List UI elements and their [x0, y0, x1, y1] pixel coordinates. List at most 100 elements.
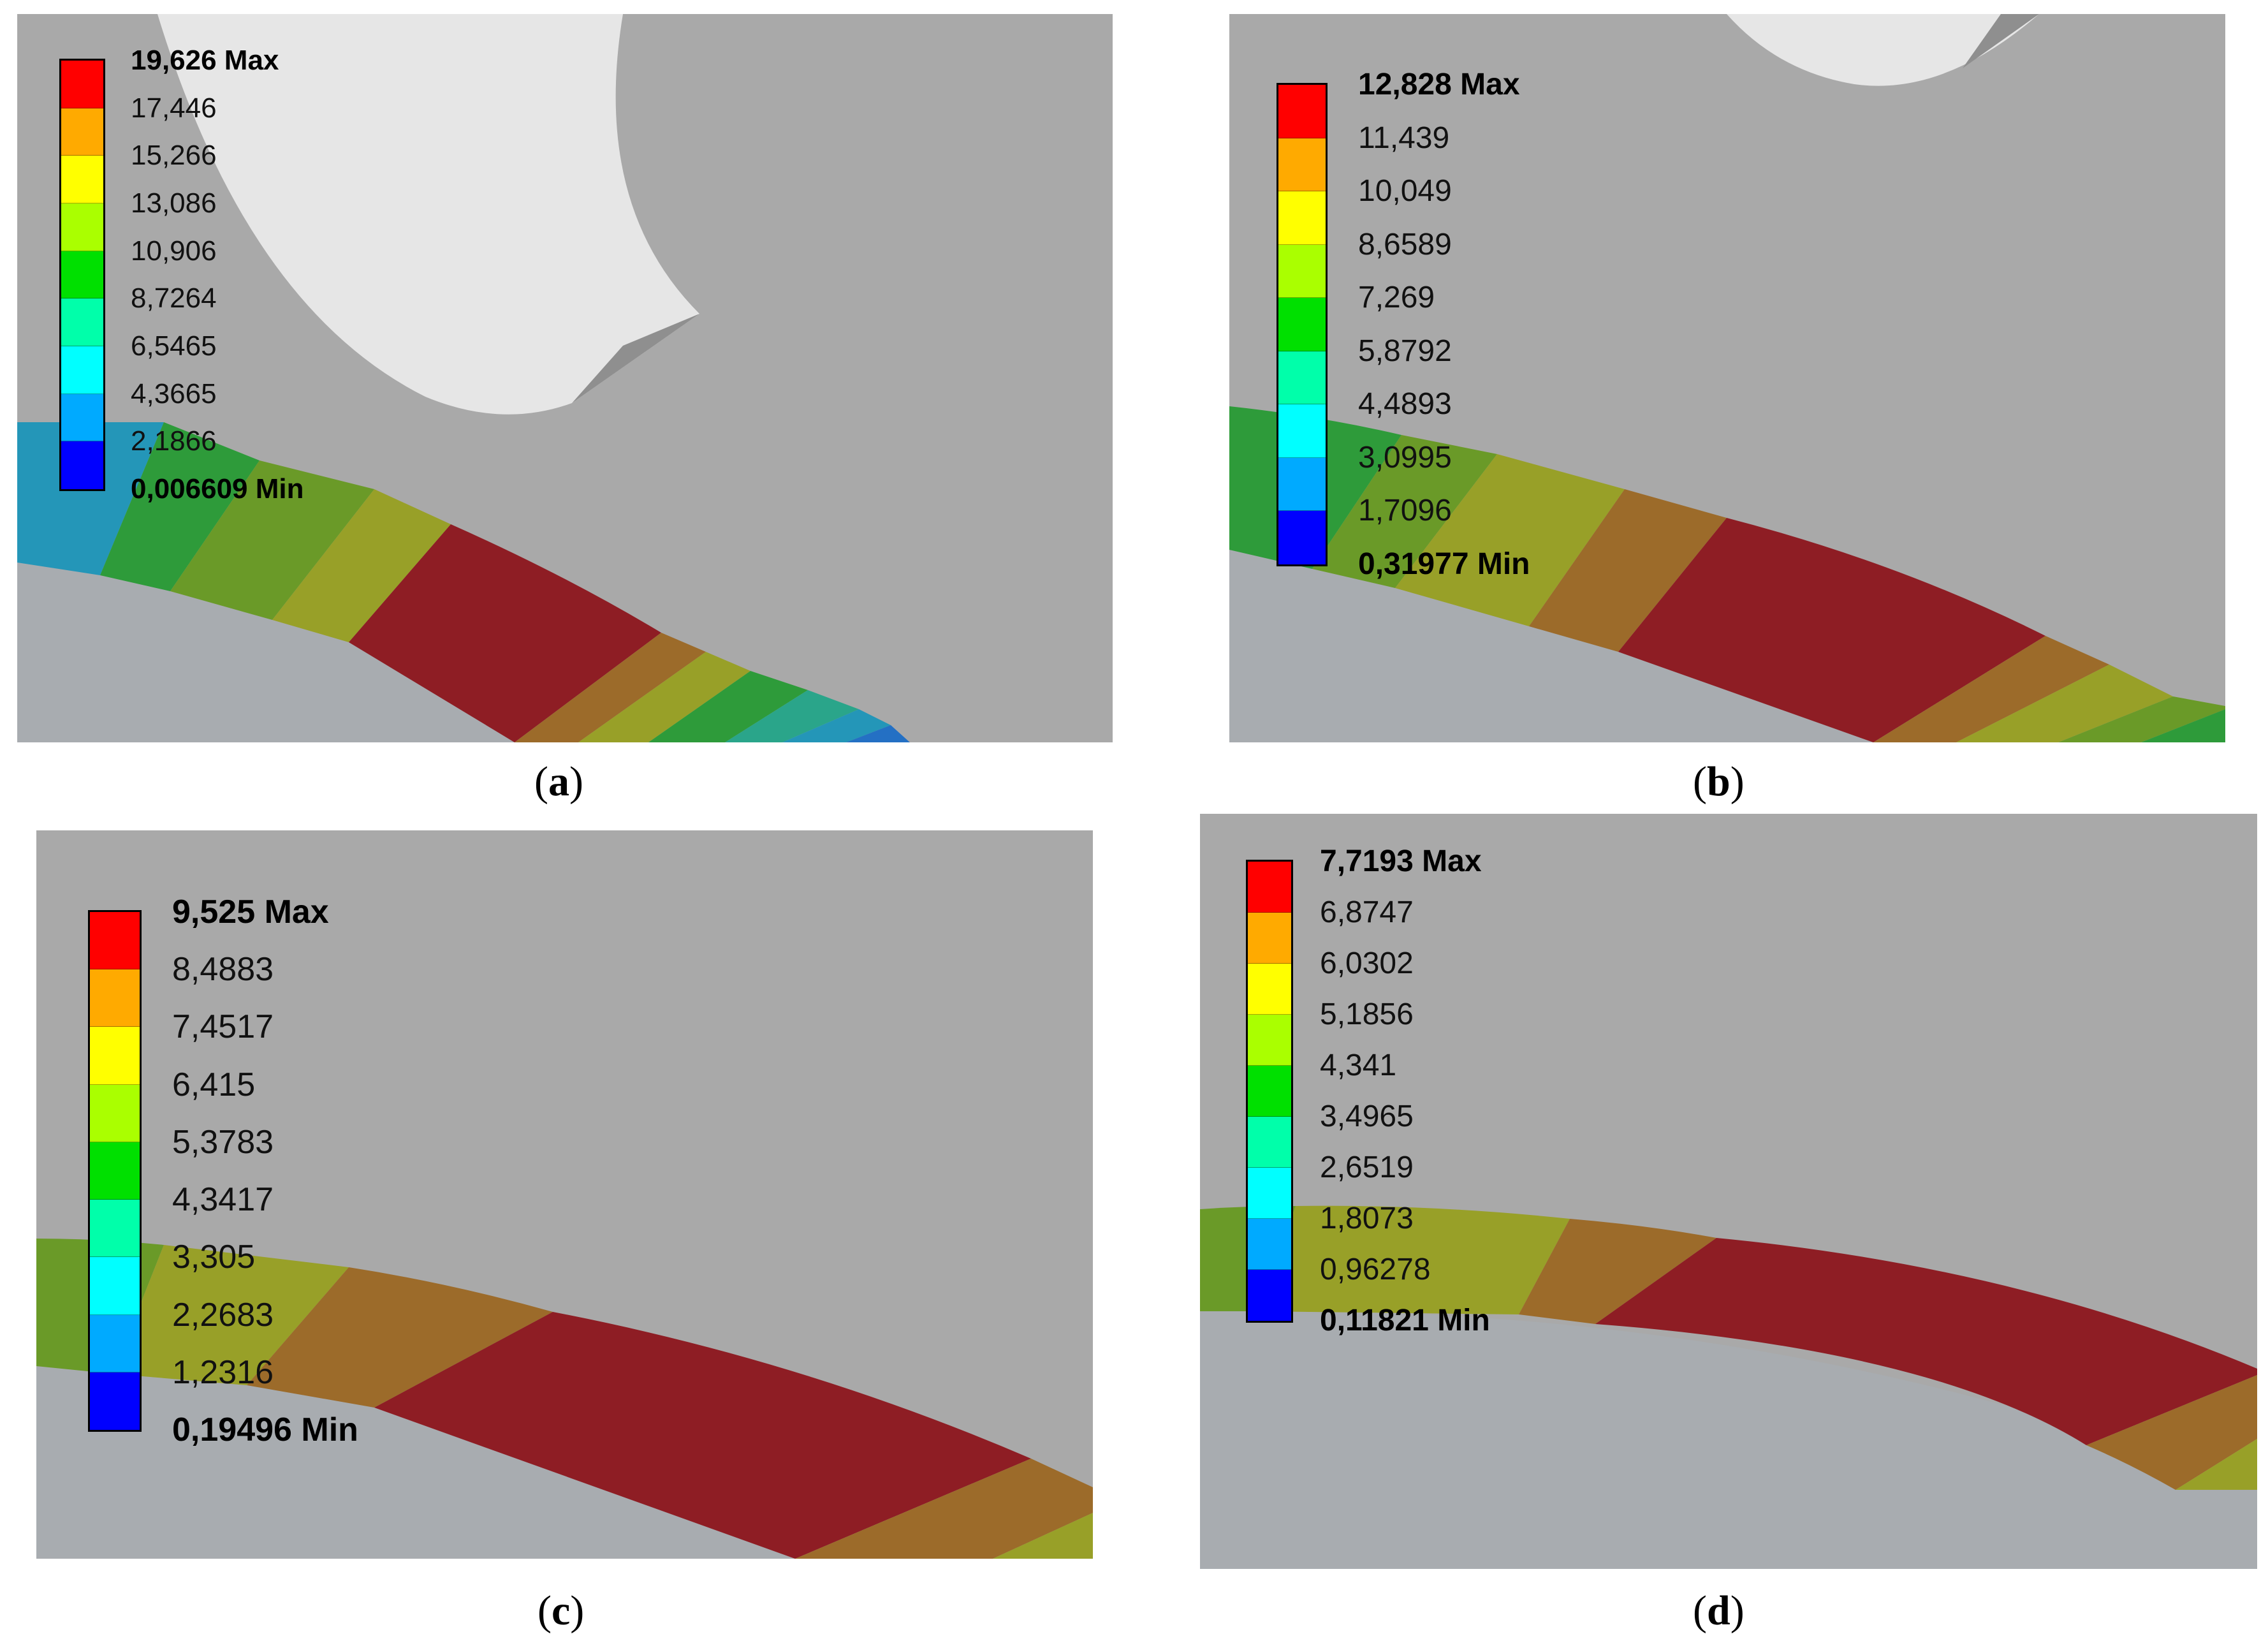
legend-color-swatch	[61, 156, 103, 203]
band-segment	[2086, 1375, 2257, 1490]
legend-value-label: 5,3783	[172, 1123, 274, 1161]
panel-c: 9,525 Max 8,4883 7,4517 6,415 5,3783 4,3417 3,…	[36, 830, 1093, 1559]
legend-value-label: 8,7264	[131, 283, 217, 314]
legend-value-label: 5,1856	[1320, 997, 1414, 1031]
legend-value-label: 13,086	[131, 188, 217, 219]
legend-value-label: 11,439	[1358, 121, 1450, 155]
contour-plot	[17, 14, 1113, 742]
legend-value-label: 4,341	[1320, 1048, 1397, 1082]
legend-color-swatch	[1278, 351, 1326, 405]
legend-color-swatch	[1248, 1117, 1291, 1168]
legend-value-label: 5,8792	[1358, 334, 1452, 368]
part-body	[1200, 1310, 2257, 1569]
panel-b: 12,828 Max 11,439 10,049 8,6589 7,269 5,8792 4…	[1229, 14, 2225, 742]
legend-value-label: 1,7096	[1358, 494, 1452, 528]
band-segment	[1395, 454, 1625, 626]
legend-bar	[88, 910, 142, 1432]
legend-value-label: 3,0995	[1358, 440, 1452, 475]
legend-value-label: 6,415	[172, 1066, 256, 1103]
legend-value-label: 7,269	[1358, 281, 1435, 315]
legend-value-label: 6,5465	[131, 330, 217, 362]
legend-value-label: 2,6519	[1320, 1151, 1414, 1184]
band-segment	[993, 1513, 1093, 1559]
band-segment	[1595, 1238, 2257, 1445]
band-segment	[349, 524, 661, 742]
legend-value-label: 1,2316	[172, 1353, 274, 1391]
band-segment	[17, 422, 164, 575]
legend-color-swatch	[61, 203, 103, 251]
band-segment	[2176, 1439, 2257, 1490]
caption-a: (a)	[534, 758, 583, 805]
legend-min-label: 0,006609 Min	[131, 473, 304, 504]
legend-value-label: 3,4965	[1320, 1100, 1414, 1133]
band-segment	[1312, 435, 1497, 588]
legend-color-swatch	[1278, 244, 1326, 298]
legend-color-swatch	[90, 912, 140, 970]
legend-value-label: 8,6589	[1358, 227, 1452, 261]
legend-value-label: 4,3665	[131, 378, 217, 409]
legend-color-swatch	[1248, 862, 1291, 913]
band-segment	[100, 422, 260, 591]
legend-value-label: 8,4883	[172, 951, 274, 989]
legend-min-label: 0,19496 Min	[172, 1411, 358, 1448]
legend-max-label: 9,525 Max	[172, 894, 329, 931]
legend-max-label: 19,626 Max	[131, 45, 279, 76]
panel-d: 7,7193 Max 6,8747 6,0302 5,1856 4,341 3,4965 2…	[1200, 814, 2257, 1569]
band-segment	[1529, 489, 1727, 652]
band-segment	[1519, 1219, 1716, 1324]
band-segment	[795, 1459, 1093, 1559]
legend-value-label: 15,266	[131, 140, 217, 172]
band-segment	[2058, 696, 2225, 742]
legend-color-swatch	[61, 298, 103, 346]
hole-surface	[157, 14, 699, 415]
panel-a: 19,626 Max 17,446 15,266 13,086 10,906 8,7264…	[17, 14, 1113, 742]
legend-color-swatch	[90, 1200, 140, 1258]
legend-color-swatch	[1278, 298, 1326, 351]
contour-bands	[1200, 1205, 2257, 1490]
legend-value-label: 6,8747	[1320, 895, 1414, 929]
hole-surface	[1727, 14, 2039, 86]
legend-bar	[1277, 83, 1328, 566]
legend-value-label: 6,0302	[1320, 946, 1414, 980]
legend-color-swatch	[90, 969, 140, 1027]
legend-color-swatch	[61, 346, 103, 394]
legend-color-swatch	[1278, 85, 1326, 138]
legend-value-label: 0,96278	[1320, 1253, 1431, 1286]
legend-value-label: 10,049	[1358, 174, 1452, 209]
band-segment	[170, 460, 374, 620]
contour-bands	[17, 422, 910, 742]
band-segment	[578, 652, 750, 742]
band-segment	[1956, 665, 2173, 742]
legend-color-swatch	[1278, 191, 1326, 245]
legend-value-label: 10,906	[131, 235, 217, 267]
band-segment	[1257, 1205, 1570, 1314]
legend-color-swatch	[1248, 1219, 1291, 1270]
band-segment	[1618, 518, 2045, 742]
legend-color-swatch	[61, 394, 103, 442]
contour-plot	[36, 830, 1093, 1559]
legend-color-swatch	[90, 1257, 140, 1315]
band-segment	[725, 690, 859, 742]
band-segment	[515, 633, 706, 742]
caption-c: (c)	[538, 1587, 585, 1634]
legend-color-swatch	[90, 1314, 140, 1372]
hole-edge-shadow	[1963, 14, 2039, 68]
legend-color-swatch	[1248, 1270, 1291, 1321]
band-segment	[846, 725, 910, 742]
caption-d: (d)	[1693, 1587, 1745, 1634]
contour-plot	[1200, 814, 2257, 1569]
band-segment	[2141, 709, 2225, 742]
legend-color-swatch	[1248, 1066, 1291, 1117]
caption-b: (b)	[1693, 758, 1745, 805]
legend-value-label: 4,4893	[1358, 387, 1452, 422]
band-segment	[113, 1245, 349, 1385]
legend-color-swatch	[1278, 511, 1326, 564]
legend-value-label: 1,8073	[1320, 1202, 1414, 1235]
legend-value-label: 17,446	[131, 92, 217, 124]
hole-edge-shadow	[572, 314, 699, 403]
legend-color-swatch	[1278, 457, 1326, 511]
legend-color-swatch	[1248, 1168, 1291, 1219]
legend-color-swatch	[1248, 913, 1291, 964]
legend-min-label: 0,31977 Min	[1358, 547, 1530, 581]
legend-color-swatch	[90, 1372, 140, 1430]
